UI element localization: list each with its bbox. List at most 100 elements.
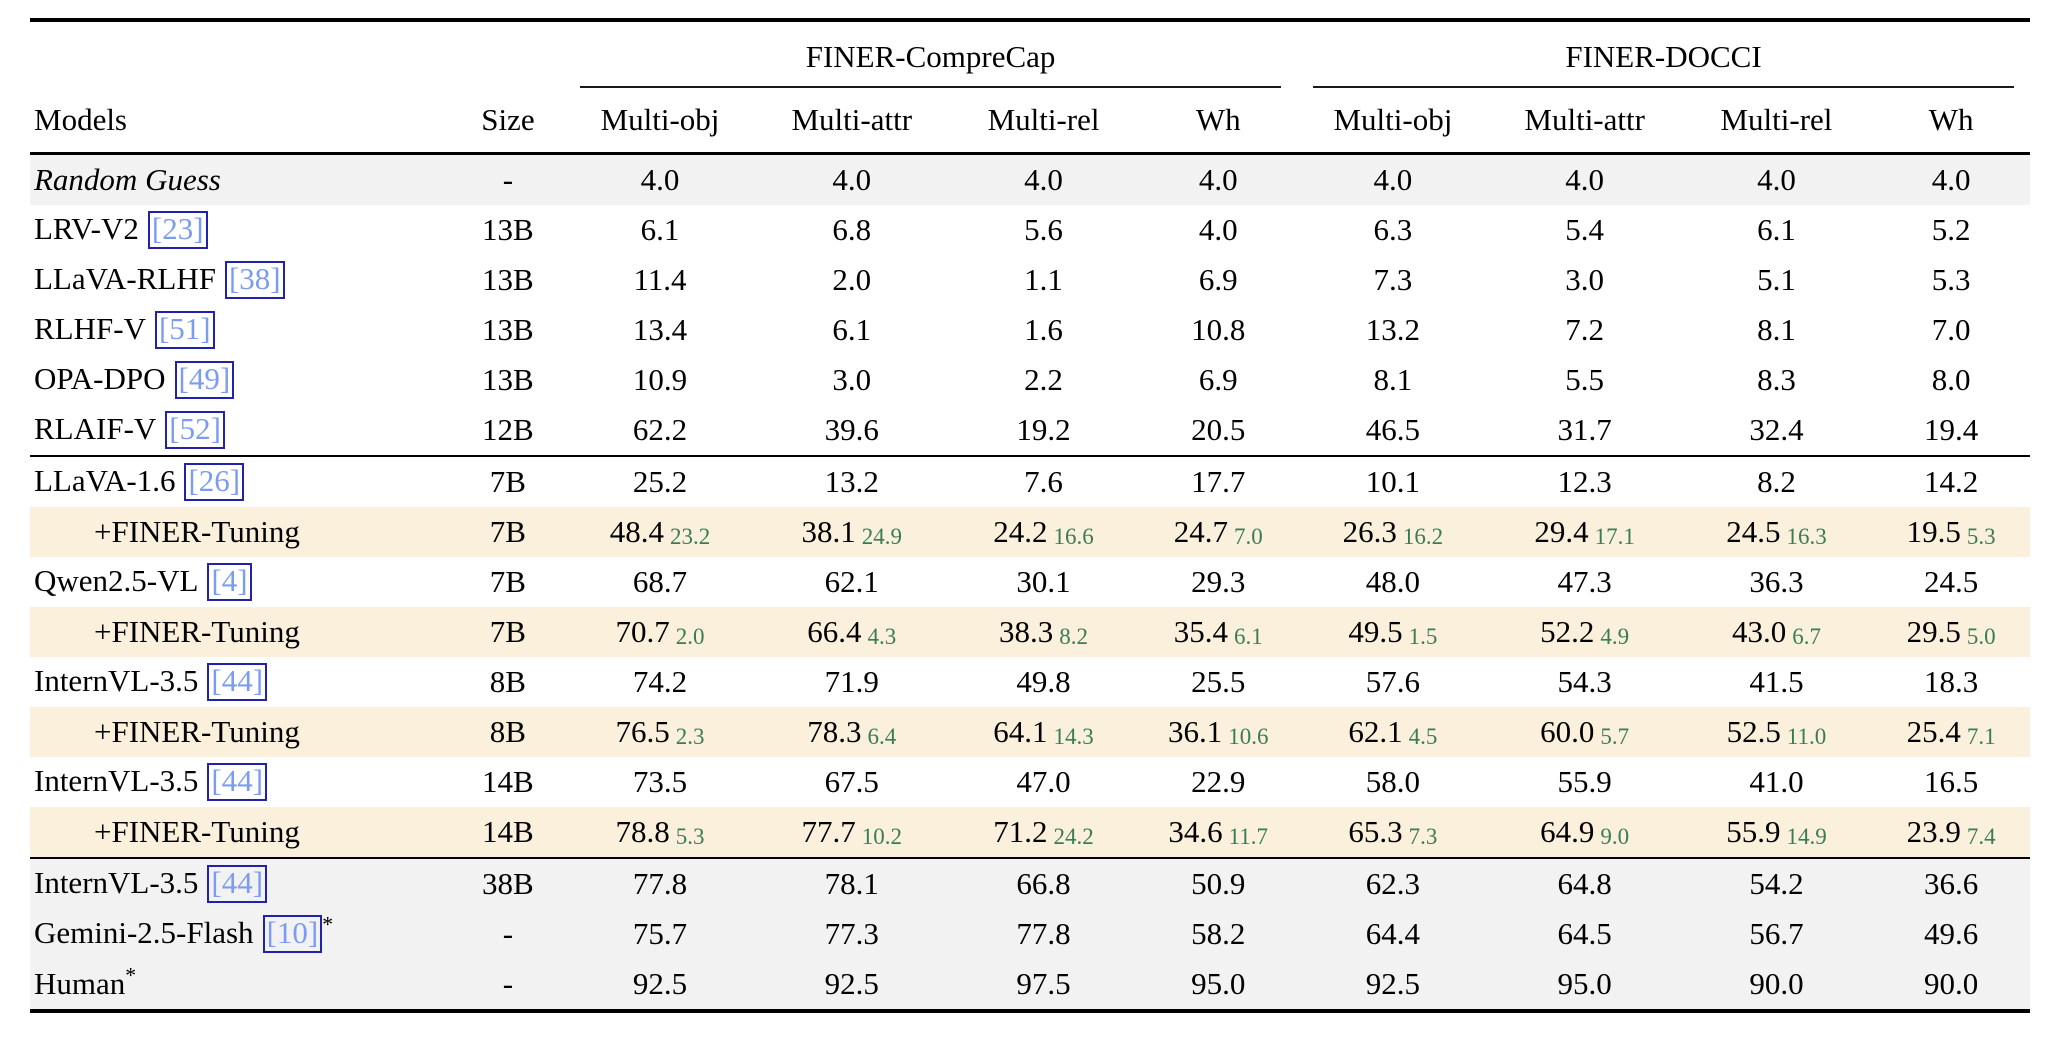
score-cell: 6.1 — [564, 205, 756, 255]
score-value: 4.0 — [1198, 162, 1238, 197]
score-value: 8.3 — [1757, 362, 1796, 397]
score-cell: 95.0 — [1489, 959, 1681, 1011]
model-label: LRV-V2 — [34, 210, 139, 246]
score-delta: 10.2 — [861, 824, 902, 849]
score-cell: 2.2 — [948, 355, 1140, 405]
score-cell: 16.5 — [1872, 757, 2030, 807]
score-value: 38.1 — [801, 514, 856, 549]
citation-link[interactable]: [44] — [207, 662, 268, 702]
citation-link[interactable]: [49] — [174, 360, 235, 400]
score-value: 62.2 — [632, 412, 688, 447]
model-name-cell: RLAIF-V [52] — [30, 405, 452, 457]
score-cell: 77.8 — [564, 858, 756, 909]
score-value: 36.6 — [1924, 866, 1979, 901]
score-value: 46.5 — [1365, 412, 1421, 447]
score-delta: 24.9 — [861, 524, 902, 549]
citation-link[interactable]: [10] — [262, 914, 323, 954]
size-cell: 12B — [451, 405, 565, 457]
score-cell: 32.4 — [1680, 405, 1873, 457]
model-label: Qwen2.5-VL — [34, 562, 199, 598]
score-value: 6.8 — [832, 212, 872, 247]
score-cell: 8.0 — [1872, 355, 2030, 405]
score-value: 35.4 — [1173, 614, 1228, 649]
citation-link[interactable]: [44] — [207, 864, 268, 904]
score-value: 57.6 — [1365, 664, 1421, 699]
score-cell: 26.3 16.2 — [1297, 507, 1489, 557]
score-delta: 16.2 — [1402, 524, 1444, 549]
citation-link[interactable]: [4] — [207, 562, 252, 602]
score-value: 4.0 — [832, 162, 872, 197]
score-value: 4.0 — [640, 162, 680, 197]
score-value: 7.6 — [1024, 464, 1063, 499]
score-cell: 62.2 — [564, 405, 756, 457]
score-value: 30.1 — [1016, 564, 1071, 599]
score-value: 29.5 — [1906, 614, 1961, 649]
score-cell: 10.9 — [564, 355, 756, 405]
score-delta: 17.1 — [1594, 524, 1635, 549]
score-value: 54.2 — [1749, 866, 1804, 901]
score-cell: 3.0 — [756, 355, 948, 405]
score-value: 4.0 — [1931, 162, 1971, 197]
size-cell: 7B — [489, 464, 526, 499]
score-cell: 36.6 — [1872, 858, 2030, 909]
score-cell: 25.2 — [564, 456, 756, 507]
citation-link[interactable]: [23] — [147, 210, 208, 250]
score-cell: 10.8 — [1139, 305, 1297, 355]
score-cell: 76.5 2.3 — [564, 707, 756, 757]
score-value: 31.7 — [1557, 412, 1612, 447]
score-value: 6.9 — [1198, 262, 1238, 297]
score-cell: 92.5 — [756, 959, 948, 1011]
citation-link[interactable]: [38] — [224, 260, 285, 300]
score-delta: 5.3 — [675, 824, 705, 849]
table-row: Random Guess - 4.0 4.0 4.0 4.0 4.0 4.0 4.0 4.0 — [30, 153, 2030, 206]
score-cell: 6.1 — [756, 305, 948, 355]
score-value: 7.3 — [1373, 262, 1413, 297]
score-delta: 5.7 — [1600, 724, 1630, 749]
score-cell: 95.0 — [1139, 959, 1297, 1011]
score-value: 49.5 — [1348, 614, 1403, 649]
citation-link[interactable]: [52] — [165, 410, 225, 450]
score-value: 12.3 — [1557, 464, 1612, 499]
score-cell: 4.0 — [1139, 154, 1297, 206]
asterisk-marker: * — [125, 963, 137, 988]
score-value: 3.0 — [1565, 262, 1605, 297]
score-cell: 19.4 — [1872, 405, 2030, 457]
score-cell: 24.2 16.6 — [948, 507, 1140, 557]
score-value: 6.1 — [832, 312, 872, 347]
score-value: 64.8 — [1557, 866, 1612, 901]
score-value: 3.0 — [832, 362, 872, 397]
score-value: 48.4 — [609, 514, 664, 549]
score-value: 41.5 — [1749, 664, 1804, 699]
score-value: 39.6 — [824, 412, 879, 447]
score-value: 90.0 — [1749, 966, 1804, 1001]
score-delta: 9.0 — [1600, 824, 1630, 849]
table-row: Qwen2.5-VL [4] 7B 68.7 62.1 30.1 29.3 48.0 47.3 3… — [30, 557, 2030, 607]
citation-link[interactable]: [51] — [154, 310, 215, 350]
score-cell: 6.9 — [1139, 255, 1297, 305]
score-value: 77.8 — [1016, 916, 1071, 951]
score-value: 67.5 — [824, 764, 879, 799]
score-value: 24.7 — [1173, 514, 1228, 549]
score-value: 10.1 — [1365, 464, 1421, 499]
score-delta: 16.3 — [1786, 524, 1827, 549]
results-table: FINER-CompreCap FINER-DOCCI Models Size … — [30, 18, 2030, 1013]
col-header-docci-multi-attr: Multi-attr — [1488, 88, 1681, 155]
score-value: 1.6 — [1024, 312, 1063, 347]
score-cell: 64.5 — [1489, 909, 1681, 959]
score-cell: 77.3 — [756, 909, 948, 959]
score-value: 78.3 — [807, 714, 862, 749]
score-value: 7.0 — [1931, 312, 1971, 347]
citation-link[interactable]: [26] — [184, 462, 245, 502]
score-cell: 7.2 — [1489, 305, 1681, 355]
score-delta: 4.9 — [1600, 624, 1630, 649]
score-cell: 50.9 — [1139, 858, 1297, 909]
score-value: 92.5 — [1365, 966, 1421, 1001]
score-value: 76.5 — [615, 714, 670, 749]
model-name-cell: +FINER-Tuning — [30, 607, 452, 657]
size-cell: 8B — [489, 664, 526, 699]
score-cell: 1.6 — [948, 305, 1140, 355]
score-delta: 10.6 — [1228, 724, 1269, 749]
citation-link[interactable]: [44] — [207, 762, 268, 802]
model-label: OPA-DPO — [34, 360, 166, 396]
